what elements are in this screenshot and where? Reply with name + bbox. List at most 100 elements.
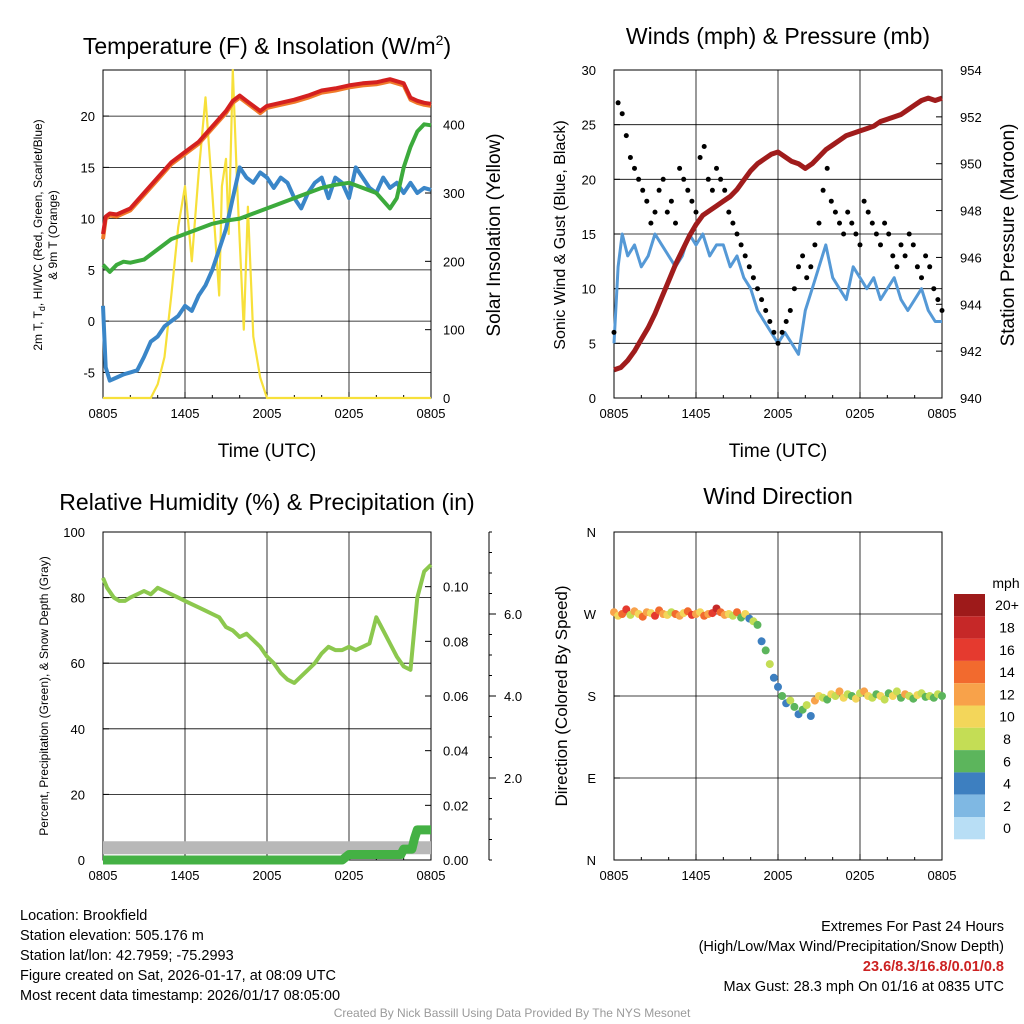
- gust-point: [898, 242, 904, 248]
- colorbar-label: 10: [999, 709, 1015, 725]
- latlon-text: Station lat/lon: 42.7959; -75.2993: [20, 948, 234, 964]
- gust-point: [775, 340, 781, 346]
- gust-point: [722, 187, 728, 193]
- wind-direction-x-tick-label: 0805: [928, 868, 957, 883]
- gust-point: [845, 209, 851, 215]
- humidity-grid: [103, 532, 431, 860]
- humidity-x-tick-label: 0205: [335, 868, 364, 883]
- location-text: Location: Brookfield: [20, 908, 148, 924]
- wind-direction-x-tick-label: 2005: [764, 868, 793, 883]
- temperature-x-axis-label: Time (UTC): [218, 441, 317, 462]
- gust-point: [685, 187, 691, 193]
- wind-direction-panel: Wind Direction Direction (Colored By Spe…: [552, 483, 1020, 883]
- winds-x-tick-label: 2005: [764, 406, 793, 421]
- gust-point: [705, 176, 711, 182]
- gust-point: [644, 198, 650, 204]
- insolation-y-tick-label: 300: [443, 186, 465, 201]
- max-gust-text: Max Gust: 28.3 mph On 01/16 at 0835 UTC: [723, 979, 1004, 995]
- gust-point: [820, 187, 826, 193]
- humidity-x-tick-label: 0805: [417, 868, 446, 883]
- wind-direction-y-axis-label: Direction (Colored By Speed): [552, 585, 571, 806]
- wind-direction-y-tick-label: S: [587, 689, 596, 704]
- gust-point: [611, 329, 617, 335]
- colorbar-swatch: [954, 638, 985, 661]
- gust-point: [816, 220, 822, 226]
- gust-point: [894, 264, 900, 270]
- winds-x-axis-label: Time (UTC): [729, 441, 828, 462]
- gust-point: [906, 231, 912, 237]
- gust-point: [841, 231, 847, 237]
- gust-point: [738, 242, 744, 248]
- gust-point: [890, 253, 896, 259]
- gust-point: [812, 242, 818, 248]
- pressure-y-tick-label: 948: [960, 204, 982, 219]
- temperature-series-line: [101, 77, 432, 235]
- station-pressure-line: [613, 95, 943, 373]
- gust-point: [919, 275, 924, 281]
- temperature-y-axis-label-line2: & 9m T (Orange): [46, 190, 60, 280]
- temperature-y-tick-label: 10: [81, 212, 95, 227]
- gust-point: [931, 286, 937, 292]
- winds-series: [611, 95, 945, 373]
- gust-point: [767, 319, 773, 324]
- wind-direction-point: [892, 687, 901, 696]
- sonic-wind-line: [612, 232, 942, 356]
- wind-direction-point: [880, 695, 889, 704]
- gust-point: [656, 187, 662, 193]
- temperature-x-tick-label: 1405: [171, 406, 200, 421]
- gust-point: [861, 198, 867, 204]
- snow-depth-y-tick-label: 4.0: [504, 689, 522, 704]
- temperature-grid: [103, 70, 431, 398]
- humidity-x-tick-label: 1405: [171, 868, 200, 883]
- gust-point: [623, 133, 629, 139]
- insolation-y-tick-label: 100: [443, 323, 465, 338]
- gust-point: [763, 308, 769, 313]
- gust-point: [853, 231, 859, 237]
- winds-x-tick-label: 0805: [600, 406, 629, 421]
- wind-direction-ticks: N E S W N 0805 1405 2005 0205 0805: [584, 525, 957, 883]
- winds-y-tick-label: 30: [582, 63, 596, 78]
- humidity-ticks: 0 20 40 60 80 100 0.00 0.02 0.04 0.06 0.08 0.10 2.0 4…: [63, 525, 522, 883]
- wind-direction-point: [761, 646, 770, 655]
- humidity-y-tick-label: 40: [71, 722, 85, 737]
- pressure-y-tick-label: 946: [960, 250, 982, 265]
- temperature-series-line: [101, 122, 432, 274]
- winds-chart-title: Winds (mph) & Pressure (mb): [626, 23, 930, 49]
- temperature-panel: Temperature (F) & Insolation (W/m2) 2m T…: [31, 32, 505, 462]
- precip-y-tick-label: 0.10: [443, 580, 468, 595]
- gust-point: [681, 176, 687, 182]
- relative-humidity-line: [101, 563, 433, 685]
- gust-point: [828, 198, 834, 204]
- humidity-y-tick-label: 80: [71, 591, 85, 606]
- credit-text: Created By Nick Bassill Using Data Provi…: [333, 1006, 691, 1020]
- colorbar-swatch: [954, 750, 985, 773]
- colorbar-swatch: [954, 705, 985, 728]
- gust-point: [734, 231, 740, 237]
- gust-point: [886, 231, 892, 237]
- gust-point: [673, 220, 678, 226]
- pressure-y-tick-label: 954: [960, 63, 982, 78]
- pressure-y-tick-label: 950: [960, 157, 982, 172]
- temperature-y-axis-label: 2m T, Td, HI/WC (Red, Green, Scarlet/Blu…: [31, 119, 47, 350]
- winds-x-tick-label: 0805: [928, 406, 957, 421]
- snow-depth-y-tick-label: 6.0: [504, 607, 522, 622]
- colorbar-swatch: [954, 772, 985, 795]
- gust-point: [771, 329, 777, 335]
- humidity-x-tick-label: 2005: [253, 868, 282, 883]
- gust-point: [640, 187, 646, 193]
- pressure-y-tick-label: 942: [960, 344, 982, 359]
- gust-point: [865, 209, 871, 215]
- wind-direction-chart-title: Wind Direction: [703, 483, 853, 509]
- temperature-x-tick-label: 0805: [89, 406, 118, 421]
- gust-point: [923, 253, 929, 259]
- insolation-y-tick-label: 200: [443, 254, 465, 269]
- gust-point: [902, 253, 908, 259]
- wind-direction-y-tick-label: N: [587, 525, 596, 540]
- speed-colorbar: 20+ 18 16 14 12 10 8 6 4 2 0: [954, 594, 1019, 840]
- gust-point: [873, 231, 879, 237]
- gust-point: [755, 286, 760, 292]
- temperature-y-tick-label: 20: [81, 109, 95, 124]
- humidity-y-tick-label: 60: [71, 656, 85, 671]
- humidity-chart-title: Relative Humidity (%) & Precipitation (i…: [59, 489, 474, 515]
